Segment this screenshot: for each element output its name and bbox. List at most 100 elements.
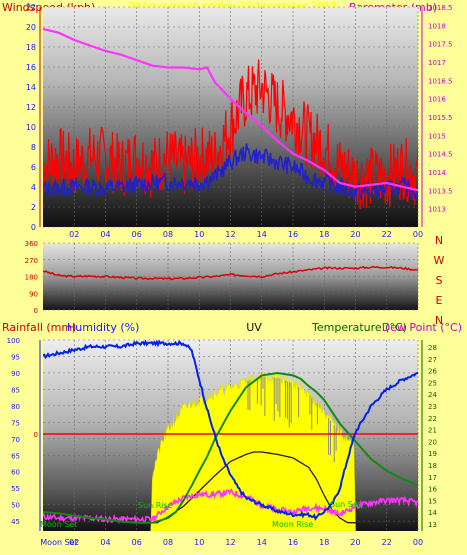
y-tick-label-humidity: 100 bbox=[7, 337, 20, 345]
y-tick-label-barometer: 1017.5 bbox=[428, 41, 453, 49]
y-tick-label-wind: 22 bbox=[26, 3, 36, 12]
astro-annotation: Sun Set bbox=[330, 500, 361, 509]
y-tick-label-humidity: 80 bbox=[11, 403, 20, 411]
y-tick-label-temperature: 28 bbox=[428, 344, 437, 352]
uv-axis-label: UV bbox=[246, 321, 262, 334]
dewpoint-axis-label: Dew Point (°C) bbox=[382, 321, 462, 334]
x-tick-label: 02 bbox=[69, 230, 79, 239]
y-tick-label-direction: 360 bbox=[25, 240, 38, 248]
x-tick-label: 06 bbox=[132, 230, 142, 239]
x-tick-label: 12 bbox=[225, 538, 235, 547]
y-tick-label-temperature: 17 bbox=[428, 474, 437, 482]
y-tick-label-humidity: 50 bbox=[11, 502, 20, 510]
y-tick-label-humidity: 60 bbox=[11, 469, 20, 477]
x-tick-label: 10 bbox=[194, 230, 204, 239]
y-tick-label-temperature: 18 bbox=[428, 462, 437, 470]
y-tick-label-barometer: 1013 bbox=[428, 206, 446, 214]
direction-series bbox=[43, 265, 418, 281]
grid-wind bbox=[43, 6, 419, 228]
x-tick-label: 04 bbox=[100, 538, 110, 547]
x-tick-label: 20 bbox=[350, 230, 360, 239]
rainfall-axis-label: Rainfall (mm) bbox=[2, 321, 76, 334]
chart-title: 24 hour graph ending 19 November 2013 bbox=[128, 1, 336, 12]
x-tick-label: 04 bbox=[100, 230, 110, 239]
average-wind-line bbox=[43, 143, 418, 200]
x-tick-label: 22 bbox=[382, 230, 392, 239]
x-tick-label: Moon Set bbox=[40, 538, 77, 547]
y-tick-label-temperature: 15 bbox=[428, 497, 437, 505]
y-tick-label-wind: 12 bbox=[26, 103, 36, 112]
x-tick-label: 14 bbox=[257, 538, 267, 547]
x-tick-label: 16 bbox=[288, 230, 298, 239]
temperature-line bbox=[43, 371, 418, 524]
y-tick-label-temperature: 26 bbox=[428, 368, 437, 376]
x-tick-label: 00 bbox=[413, 230, 423, 239]
temperature-series bbox=[43, 340, 418, 531]
y-tick-label-barometer: 1018.5 bbox=[428, 4, 453, 12]
y-tick-label-humidity: 85 bbox=[11, 386, 20, 394]
temperature-axis-label: Temperature (°C) bbox=[311, 321, 407, 334]
x-tick-label: 08 bbox=[163, 230, 173, 239]
y-tick-label-rainfall: 0 bbox=[34, 431, 38, 439]
compass-label: E bbox=[436, 294, 443, 307]
wind-series bbox=[43, 27, 418, 210]
y-tick-label-humidity: 75 bbox=[11, 419, 20, 427]
y-tick-label-wind: 6 bbox=[31, 163, 36, 172]
y-tick-label-temperature: 25 bbox=[428, 379, 437, 387]
y-tick-label-wind: 14 bbox=[26, 83, 36, 92]
y-tick-label-barometer: 1016.5 bbox=[428, 77, 453, 85]
y-tick-label-wind: 0 bbox=[31, 223, 36, 232]
axes-temperature: 4550556065707580859095100131415161718192… bbox=[7, 337, 438, 547]
x-tick-label: 14 bbox=[257, 230, 267, 239]
x-tick-label: 20 bbox=[350, 538, 360, 547]
y-tick-label-humidity: 90 bbox=[11, 370, 20, 378]
y-tick-label-wind: 8 bbox=[31, 143, 36, 152]
uv-line bbox=[43, 451, 418, 524]
wind-direction-line bbox=[43, 265, 418, 281]
y-tick-label-wind: 2 bbox=[31, 203, 36, 212]
y-tick-label-wind: 4 bbox=[31, 183, 36, 192]
y-tick-label-temperature: 19 bbox=[428, 450, 437, 458]
y-tick-label-barometer: 1016 bbox=[428, 96, 446, 104]
y-tick-label-wind: 16 bbox=[26, 63, 36, 72]
compass-label: N bbox=[435, 234, 443, 247]
compass-label: S bbox=[436, 274, 443, 287]
x-tick-label: 06 bbox=[132, 538, 142, 547]
y-tick-label-barometer: 1018 bbox=[428, 22, 446, 30]
astro-annotation: Moon Set bbox=[40, 520, 77, 529]
y-tick-label-barometer: 1017 bbox=[428, 59, 446, 67]
y-tick-label-direction: 270 bbox=[25, 257, 38, 265]
y-tick-label-temperature: 16 bbox=[428, 486, 437, 494]
x-tick-label: 02 bbox=[69, 538, 79, 547]
y-tick-label-humidity: 45 bbox=[11, 518, 20, 526]
y-tick-label-barometer: 1014 bbox=[428, 169, 446, 177]
y-tick-label-temperature: 21 bbox=[428, 427, 437, 435]
y-tick-label-barometer: 1015.5 bbox=[428, 114, 453, 122]
y-tick-label-temperature: 20 bbox=[428, 438, 437, 446]
y-tick-label-temperature: 14 bbox=[428, 509, 437, 517]
humidity-line bbox=[43, 340, 418, 521]
y-tick-label-humidity: 55 bbox=[11, 485, 20, 493]
y-tick-label-humidity: 70 bbox=[11, 436, 20, 444]
x-tick-label: 00 bbox=[413, 538, 423, 547]
x-tick-label: 16 bbox=[288, 538, 298, 547]
y-tick-label-temperature: 22 bbox=[428, 415, 437, 423]
barometer-line bbox=[43, 27, 418, 192]
y-tick-label-temperature: 24 bbox=[428, 391, 437, 399]
x-tick-label: 12 bbox=[225, 230, 235, 239]
y-tick-label-wind: 18 bbox=[26, 43, 36, 52]
y-tick-label-barometer: 1013.5 bbox=[428, 187, 453, 195]
y-tick-label-direction: 90 bbox=[29, 290, 38, 298]
x-tick-label: 08 bbox=[163, 538, 173, 547]
humidity-axis-label: Humidity (%) bbox=[67, 321, 139, 334]
y-tick-label-barometer: 1014.5 bbox=[428, 151, 453, 159]
y-tick-label-barometer: 1015 bbox=[428, 132, 446, 140]
astro-annotation: Sun Rise bbox=[138, 501, 173, 510]
y-tick-label-temperature: 13 bbox=[428, 521, 437, 529]
y-tick-label-direction: 180 bbox=[25, 274, 38, 282]
solar-area bbox=[150, 371, 356, 531]
windspeed-line bbox=[43, 59, 418, 210]
compass-label: N bbox=[435, 314, 443, 327]
y-tick-label-humidity: 65 bbox=[11, 452, 20, 460]
